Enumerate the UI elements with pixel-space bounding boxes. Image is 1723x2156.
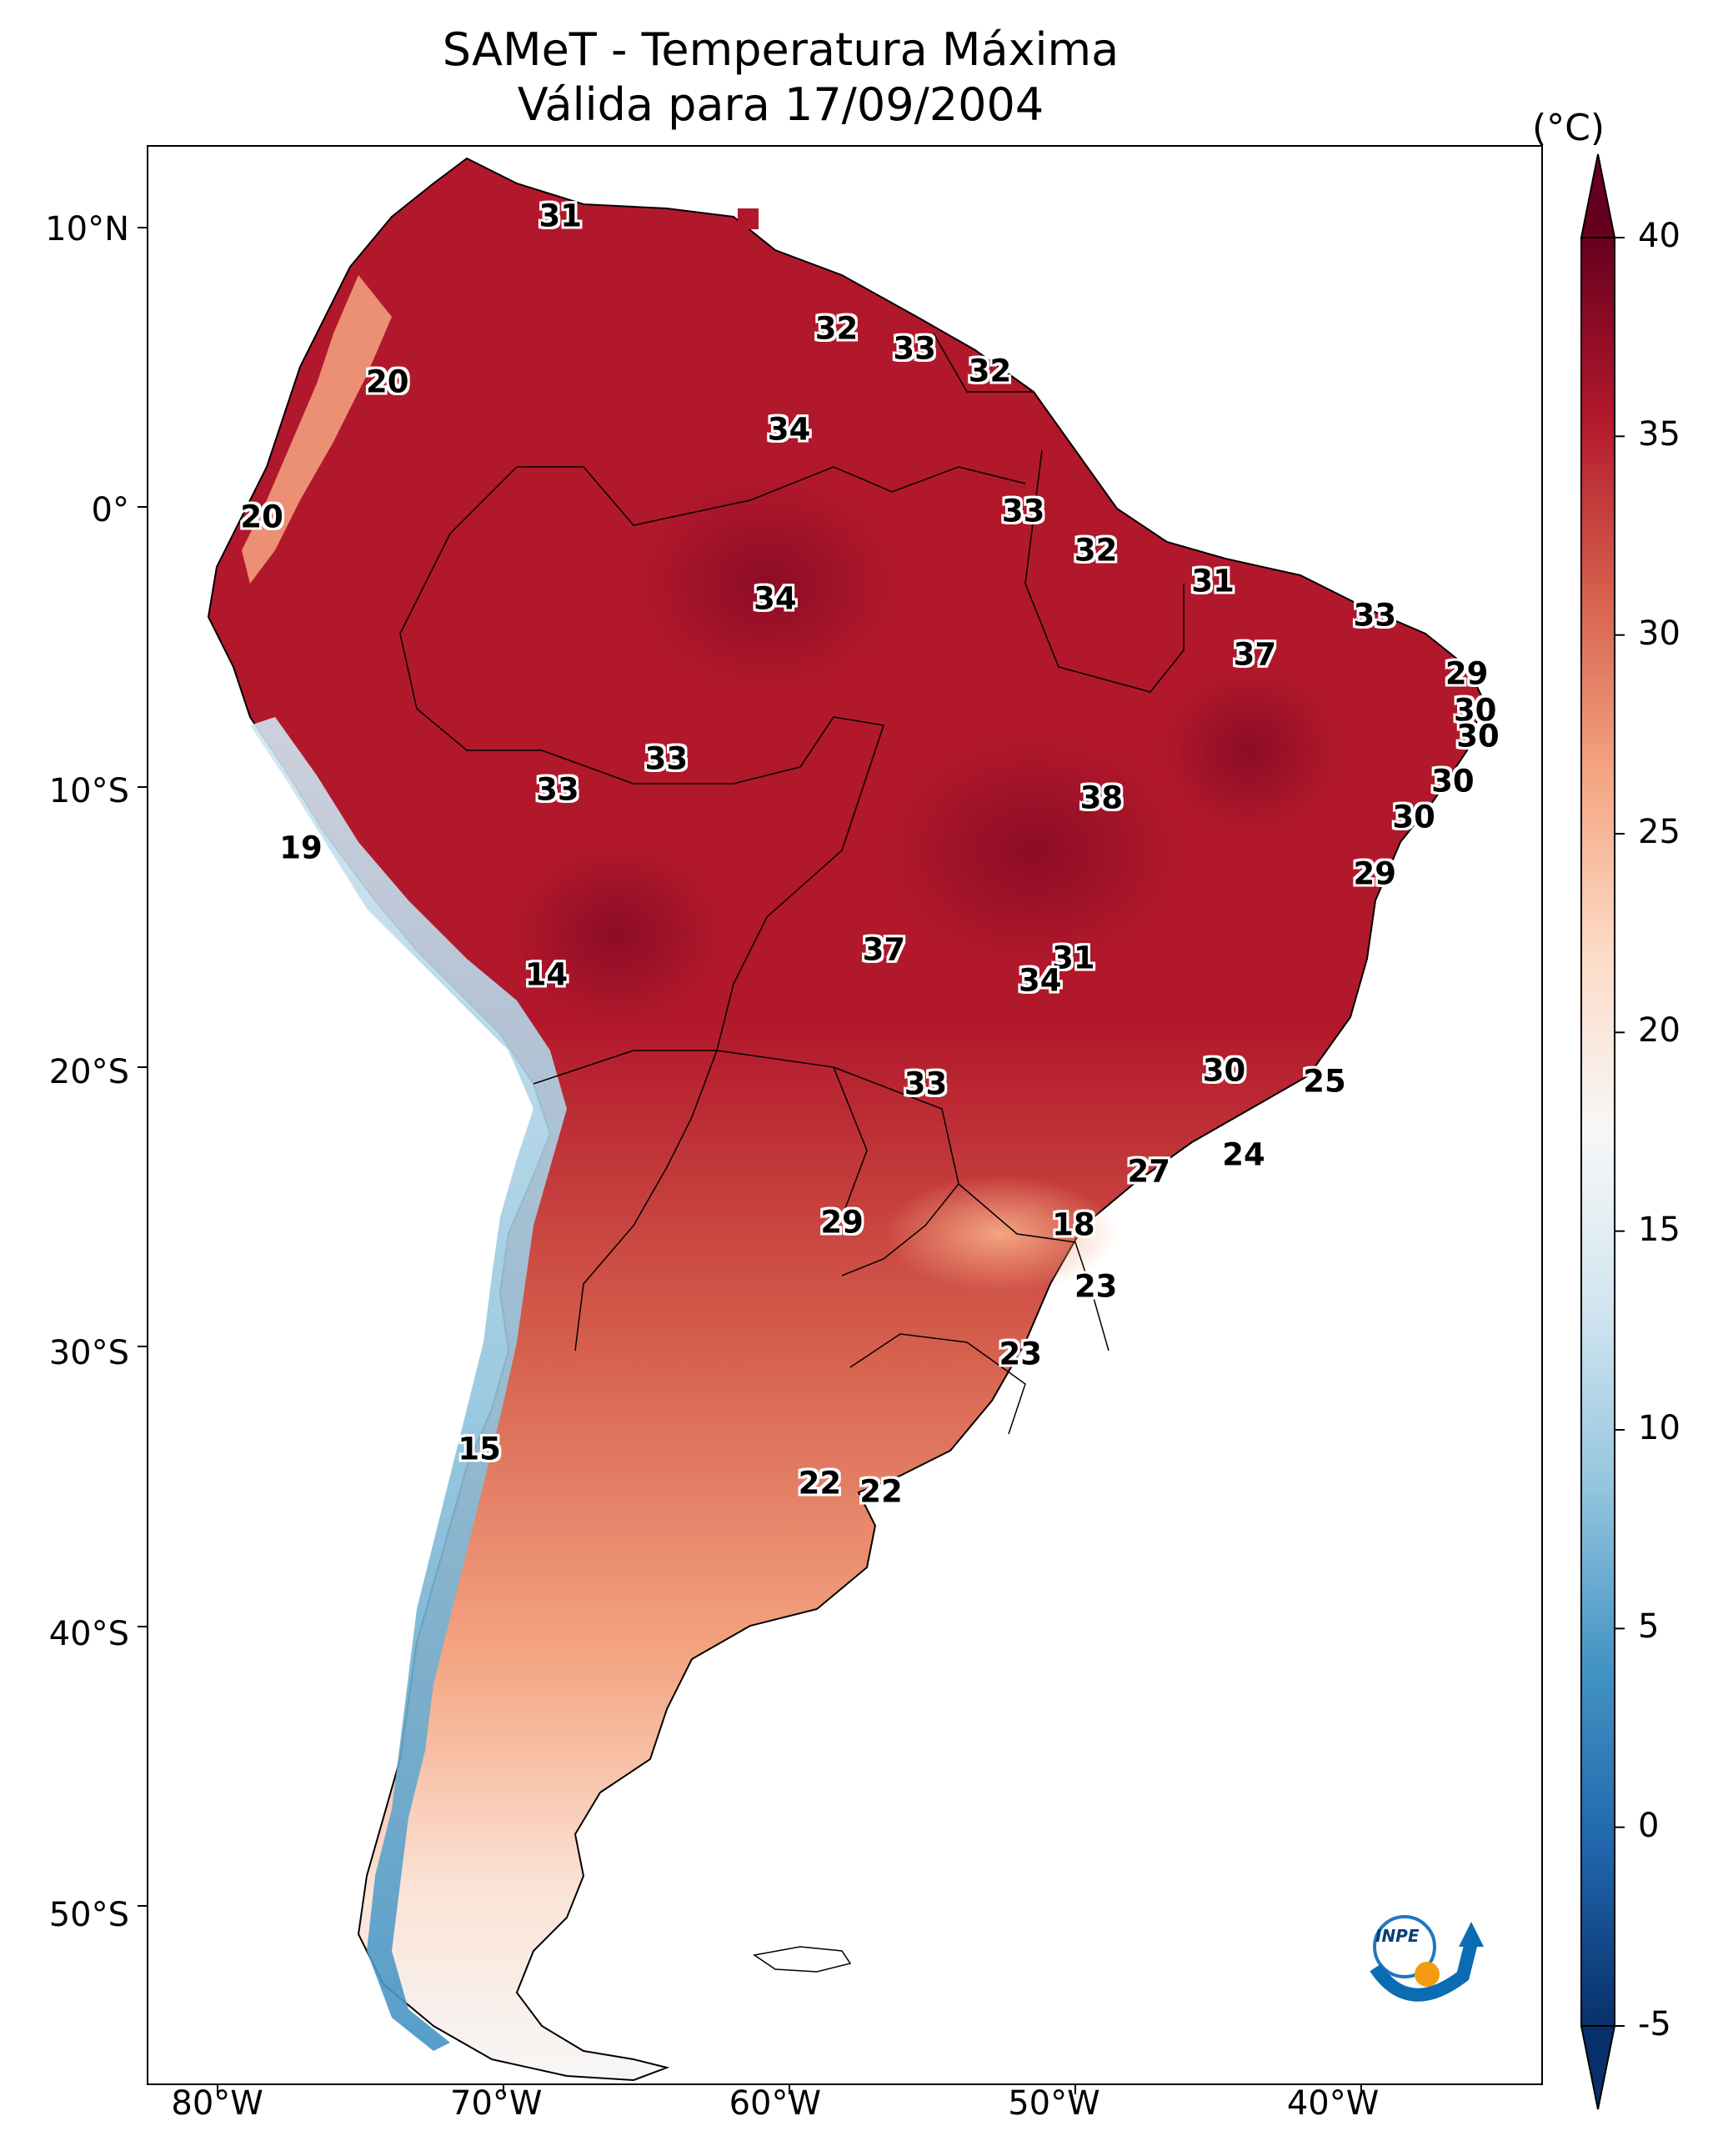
colombian-andes <box>242 275 392 584</box>
inpe-logo-text: INPE <box>1375 1926 1420 1946</box>
lat-tick-label: 20°S <box>48 1052 129 1091</box>
station-temp-label: 27 <box>1127 1153 1170 1190</box>
station-temp-label: 29 <box>1353 855 1396 892</box>
lon-tick-label: 60°W <box>729 2084 822 2123</box>
lon-tick-label: 80°W <box>171 2084 263 2123</box>
station-temp-label: 31 <box>1191 563 1235 599</box>
station-temp-label: 34 <box>767 411 811 448</box>
axis-tick-marks <box>138 227 1362 2094</box>
station-temp-label: 23 <box>999 1336 1043 1372</box>
colorbar-bar <box>1580 237 1615 2027</box>
lat-tick-label: 50°S <box>48 1895 129 1934</box>
colorbar <box>1580 153 1625 2110</box>
lat-tick-label: 40°S <box>48 1614 129 1653</box>
lat-tick-label: 0° <box>91 491 129 530</box>
station-temp-label: 24 <box>1222 1136 1265 1173</box>
colorbar-tick-label: 25 <box>1638 813 1680 851</box>
station-temp-label: 33 <box>893 330 936 367</box>
lat-tick-label: 30°S <box>48 1333 129 1372</box>
station-temp-label: 18 <box>1052 1206 1095 1243</box>
hot-core-amazon <box>634 475 900 692</box>
station-temp-label: 30 <box>1392 799 1435 835</box>
country-borders <box>399 333 1185 1435</box>
lon-tick-label: 40°W <box>1286 2084 1380 2123</box>
station-temp-label: 34 <box>1018 962 1062 999</box>
station-temp-label: 33 <box>1001 493 1045 529</box>
station-temp-label: 33 <box>1353 597 1396 634</box>
colorbar-max-extend <box>1580 153 1616 238</box>
hot-core-northeast <box>1159 667 1342 834</box>
colorbar-unit: (°C) <box>1532 107 1605 149</box>
station-temp-label: 37 <box>1233 636 1277 673</box>
colorbar-tick-label: 15 <box>1638 1210 1680 1249</box>
colorbar-tick-label: 20 <box>1638 1011 1680 1050</box>
station-temp-label: 14 <box>524 956 568 993</box>
colorbar-tick-label: 5 <box>1638 1607 1660 1647</box>
falkland-islands <box>753 1946 852 1973</box>
title-line-1: SAMeT - Temperatura Máxima <box>442 23 1119 76</box>
colorbar-tick-label: 10 <box>1638 1409 1680 1447</box>
station-temp-label: 32 <box>1074 532 1118 569</box>
station-temp-label: 30 <box>1431 763 1475 800</box>
station-temp-label: 37 <box>862 931 906 968</box>
station-temp-label: 20 <box>240 499 283 535</box>
colorbar-tick-label: 0 <box>1638 1806 1660 1845</box>
lat-tick-label: 10°N <box>45 210 129 249</box>
station-temp-label: 15 <box>458 1431 501 1467</box>
station-temp-label: 29 <box>1445 655 1489 692</box>
station-temp-label: 22 <box>798 1465 842 1502</box>
station-temp-label: 32 <box>814 310 859 347</box>
hot-core-bolivia <box>508 842 725 1025</box>
colorbar-tick-label: 40 <box>1638 217 1680 255</box>
station-temp-label: 30 <box>1456 718 1500 755</box>
lat-tick-label: 10°S <box>48 772 129 810</box>
trinidad-island <box>738 208 759 229</box>
inpe-logo <box>1370 1915 1484 2002</box>
colorbar-tick-label: 35 <box>1638 415 1680 454</box>
station-temp-label: 33 <box>536 771 579 808</box>
map-area <box>207 157 1485 2082</box>
colorbar-tick-label: -5 <box>1638 2005 1671 2043</box>
colorbar-min-extend <box>1580 2025 1616 2110</box>
lon-tick-label: 70°W <box>450 2084 543 2123</box>
hot-core-central-brazil <box>884 734 1184 967</box>
colorbar-tick-label: 30 <box>1638 614 1680 653</box>
station-temp-label: 20 <box>366 364 409 400</box>
station-temp-label: 25 <box>1303 1063 1346 1100</box>
station-temp-label: 29 <box>820 1204 864 1241</box>
andes-cold-band <box>250 717 567 2051</box>
station-temp-label: 33 <box>904 1065 948 1102</box>
title-line-2: Válida para 17/09/2004 <box>517 78 1044 131</box>
station-temp-label: 33 <box>644 740 689 777</box>
station-temp-label: 31 <box>538 198 582 234</box>
lon-tick-label: 50°W <box>1008 2084 1100 2123</box>
station-temp-label: 31 <box>1052 940 1095 976</box>
station-temp-label: 30 <box>1453 692 1497 729</box>
station-temp-label: 22 <box>859 1473 903 1510</box>
station-temp-label: 30 <box>1202 1052 1246 1089</box>
station-temp-label: 32 <box>968 353 1012 389</box>
station-temp-label: 19 <box>279 830 323 866</box>
station-temp-label: 38 <box>1079 780 1124 816</box>
station-temp-label: 23 <box>1074 1268 1118 1305</box>
station-temp-label: 34 <box>754 580 797 616</box>
